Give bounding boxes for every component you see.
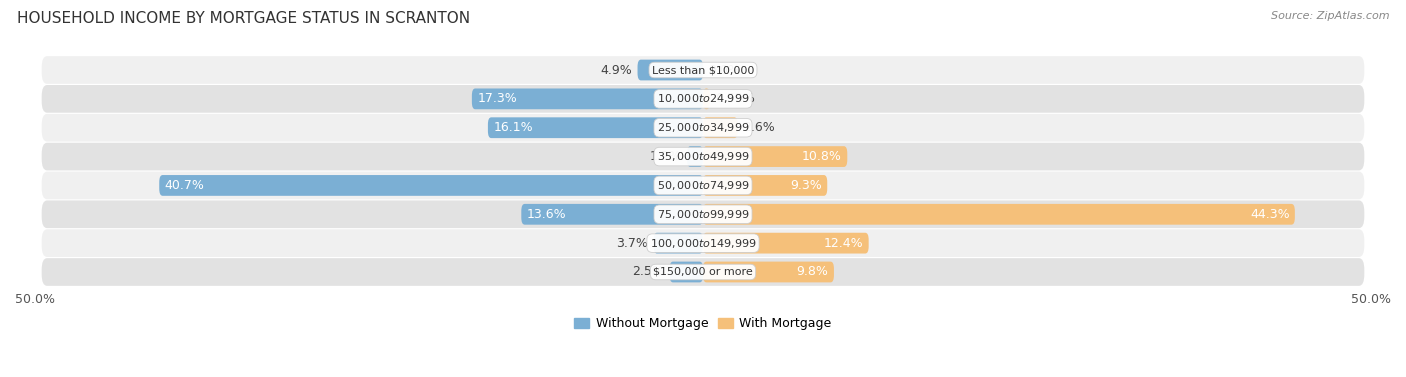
FancyBboxPatch shape	[159, 175, 703, 196]
Text: 3.7%: 3.7%	[616, 237, 648, 250]
FancyBboxPatch shape	[42, 56, 1364, 84]
Text: 4.9%: 4.9%	[600, 63, 633, 77]
FancyBboxPatch shape	[42, 258, 1364, 286]
Text: 2.6%: 2.6%	[744, 121, 775, 134]
FancyBboxPatch shape	[522, 204, 703, 225]
Text: $150,000 or more: $150,000 or more	[654, 267, 752, 277]
Text: 16.1%: 16.1%	[494, 121, 533, 134]
Text: $10,000 to $24,999: $10,000 to $24,999	[657, 92, 749, 105]
Legend: Without Mortgage, With Mortgage: Without Mortgage, With Mortgage	[569, 312, 837, 335]
FancyBboxPatch shape	[688, 146, 703, 167]
Text: 44.3%: 44.3%	[1250, 208, 1289, 221]
Text: HOUSEHOLD INCOME BY MORTGAGE STATUS IN SCRANTON: HOUSEHOLD INCOME BY MORTGAGE STATUS IN S…	[17, 11, 470, 26]
FancyBboxPatch shape	[703, 262, 834, 282]
Text: 0.0%: 0.0%	[709, 63, 741, 77]
Text: 12.4%: 12.4%	[824, 237, 863, 250]
FancyBboxPatch shape	[703, 204, 1295, 225]
Text: 40.7%: 40.7%	[165, 179, 204, 192]
FancyBboxPatch shape	[472, 89, 703, 109]
Text: 0.52%: 0.52%	[716, 92, 755, 105]
Text: 2.5%: 2.5%	[633, 265, 664, 279]
Text: $35,000 to $49,999: $35,000 to $49,999	[657, 150, 749, 163]
Text: 9.8%: 9.8%	[797, 265, 828, 279]
FancyBboxPatch shape	[669, 262, 703, 282]
Text: $25,000 to $34,999: $25,000 to $34,999	[657, 121, 749, 134]
Text: Less than $10,000: Less than $10,000	[652, 65, 754, 75]
Text: 1.2%: 1.2%	[650, 150, 682, 163]
Text: 17.3%: 17.3%	[477, 92, 517, 105]
FancyBboxPatch shape	[42, 143, 1364, 170]
Text: $75,000 to $99,999: $75,000 to $99,999	[657, 208, 749, 221]
Text: $50,000 to $74,999: $50,000 to $74,999	[657, 179, 749, 192]
FancyBboxPatch shape	[703, 89, 710, 109]
Text: 10.8%: 10.8%	[801, 150, 842, 163]
FancyBboxPatch shape	[42, 172, 1364, 199]
FancyBboxPatch shape	[42, 229, 1364, 257]
Text: $100,000 to $149,999: $100,000 to $149,999	[650, 237, 756, 250]
FancyBboxPatch shape	[488, 117, 703, 138]
Text: 9.3%: 9.3%	[790, 179, 823, 192]
FancyBboxPatch shape	[42, 85, 1364, 113]
FancyBboxPatch shape	[637, 60, 703, 80]
Text: 13.6%: 13.6%	[527, 208, 567, 221]
FancyBboxPatch shape	[42, 201, 1364, 228]
FancyBboxPatch shape	[703, 117, 738, 138]
FancyBboxPatch shape	[703, 146, 848, 167]
FancyBboxPatch shape	[703, 175, 827, 196]
FancyBboxPatch shape	[654, 233, 703, 253]
Text: Source: ZipAtlas.com: Source: ZipAtlas.com	[1271, 11, 1389, 21]
FancyBboxPatch shape	[703, 233, 869, 253]
FancyBboxPatch shape	[42, 114, 1364, 142]
